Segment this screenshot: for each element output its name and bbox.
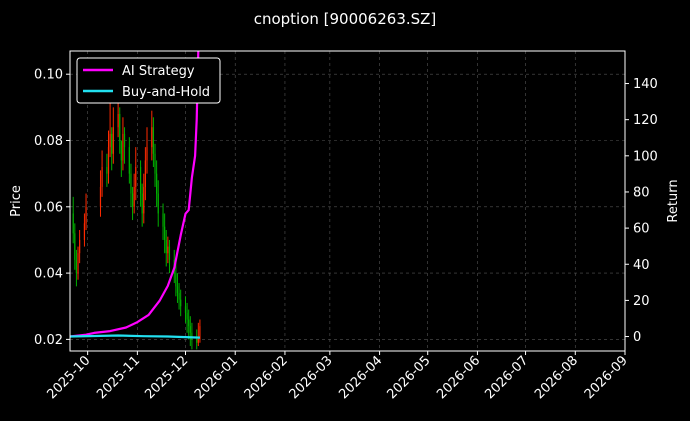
y-left-tick-label: 0.06 <box>34 200 63 215</box>
legend: AI Strategy Buy-and-Hold <box>76 57 221 104</box>
candle-body <box>85 206 87 224</box>
candle-body <box>180 299 182 307</box>
candle-body <box>77 253 79 274</box>
candle-body <box>139 167 142 194</box>
candle-body <box>144 160 146 187</box>
candle-body <box>122 133 124 161</box>
candle-body <box>146 147 148 161</box>
candle-body <box>141 193 143 214</box>
candle-body <box>189 326 191 333</box>
buy-and-hold-line <box>69 334 200 339</box>
candle-body <box>123 133 126 148</box>
candle-body <box>154 153 156 174</box>
series-lines <box>69 50 200 339</box>
candle-body <box>176 286 179 293</box>
candle-body <box>135 167 137 187</box>
y-axis-left-label: Price <box>9 185 24 217</box>
y-right-tick-label: 0 <box>633 330 641 345</box>
candle-body <box>196 339 198 343</box>
candle-body <box>151 127 153 148</box>
y-axis-left: 0.02 0.04 0.06 0.08 0.10 <box>34 68 70 348</box>
candle-body <box>107 147 110 174</box>
candle-body <box>131 193 134 207</box>
y-left-tick-label: 0.08 <box>34 134 63 149</box>
candles <box>72 84 201 350</box>
plot-frame <box>69 50 626 352</box>
candle-body <box>75 259 78 274</box>
chart-title: cnoption [90006263.SZ] <box>254 10 437 28</box>
candle-body <box>178 292 180 300</box>
candle-body <box>199 326 201 340</box>
candle-body <box>119 113 121 141</box>
candle-body <box>164 226 166 240</box>
candle-body <box>152 127 155 154</box>
candle-body <box>72 213 74 234</box>
candle-body <box>188 319 190 327</box>
candle-body <box>83 223 86 240</box>
y-right-tick-label: 100 <box>633 149 658 164</box>
candle-body <box>197 339 199 343</box>
candle-body <box>156 173 158 194</box>
candle-body <box>162 213 164 227</box>
legend-label-ai-strategy: AI Strategy <box>122 64 195 79</box>
legend-label-buy-and-hold: Buy-and-Hold <box>122 85 210 100</box>
y-left-tick-label: 0.02 <box>34 333 63 348</box>
candle-body <box>191 332 193 340</box>
candle-body <box>175 273 177 287</box>
candle-body <box>130 173 132 194</box>
candle-body <box>143 186 145 214</box>
y-right-tick-label: 80 <box>633 185 650 200</box>
candle-body <box>165 239 167 254</box>
candle-body <box>184 306 187 313</box>
candle-body <box>109 133 111 148</box>
candle-body <box>133 186 135 207</box>
y-right-tick-label: 140 <box>633 77 658 92</box>
candle-body <box>157 193 159 214</box>
candle-body <box>168 246 171 260</box>
candle-body <box>167 246 169 254</box>
candle-body <box>106 167 108 174</box>
candle-body <box>111 133 113 154</box>
y-right-tick-label: 20 <box>633 294 650 309</box>
y-right-tick-label: 120 <box>633 113 658 128</box>
candle-body <box>99 186 102 207</box>
y-left-tick-label: 0.10 <box>34 68 63 83</box>
candle-body <box>112 127 114 154</box>
candle-body <box>128 147 130 174</box>
candle-body <box>101 167 103 187</box>
y-axis-right-label: Return <box>666 179 681 222</box>
y-right-tick-label: 60 <box>633 222 650 237</box>
y-left-tick-label: 0.04 <box>34 267 63 282</box>
y-axis-right: 0 20 40 60 80 100 120 140 <box>625 77 658 345</box>
candle-body <box>186 312 188 320</box>
candle-body <box>120 140 122 161</box>
y-right-tick-label: 40 <box>633 258 650 273</box>
candle-body <box>79 239 81 254</box>
candle-body <box>74 233 76 260</box>
candle-body <box>117 113 119 128</box>
ai-strategy-line <box>69 50 200 338</box>
